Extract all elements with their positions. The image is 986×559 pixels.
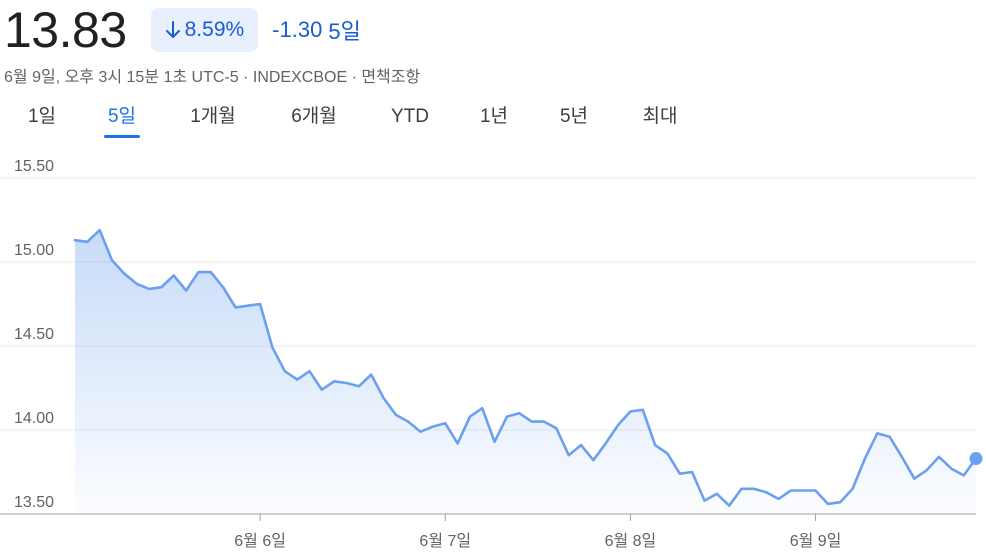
current-price: 13.83 xyxy=(4,2,127,58)
x-tick-label: 6월 9일 xyxy=(790,532,842,550)
price-chart-svg[interactable]: 15.50 15.00 14.50 14.00 13.50 6월 6일 6월 7일 6월 8… xyxy=(0,150,986,554)
y-tick-label: 13.50 xyxy=(14,494,54,511)
y-tick-label: 15.50 xyxy=(14,158,54,175)
price-chart[interactable]: 15.50 15.00 14.50 14.00 13.50 6월 6일 6월 7일 6월 8… xyxy=(0,150,986,554)
range-tabs: 1일 5일 1개월 6개월 YTD 1년 5년 최대 xyxy=(0,100,986,140)
quote-header: 13.83 8.59% -1.30 5일 xyxy=(4,2,361,58)
x-tick-label: 6월 8일 xyxy=(605,532,657,550)
percent-change-value: 8.59% xyxy=(184,18,245,41)
tab-6-months[interactable]: 6개월 xyxy=(291,106,337,127)
change-period-label: 5일 xyxy=(328,19,361,44)
active-tab-indicator xyxy=(104,135,140,138)
tab-5-years[interactable]: 5년 xyxy=(559,106,589,127)
tab-ytd[interactable]: YTD xyxy=(391,106,429,127)
y-tick-label: 14.50 xyxy=(14,326,54,343)
x-tick-label: 6월 6일 xyxy=(234,532,286,550)
x-tick-label: 6월 7일 xyxy=(419,532,471,550)
tab-1-month[interactable]: 1개월 xyxy=(190,106,236,127)
price-area-fill xyxy=(75,230,976,514)
price-line xyxy=(73,228,978,507)
y-tick-label: 14.00 xyxy=(14,410,54,427)
arrow-down-icon xyxy=(165,21,180,38)
tab-1-year[interactable]: 1년 xyxy=(479,106,509,127)
percent-change-badge: 8.59% xyxy=(150,8,259,52)
y-tick-label: 15.00 xyxy=(14,242,54,259)
tab-1-day[interactable]: 1일 xyxy=(27,106,57,127)
quote-meta-line: 6월 9일, 오후 3시 15분 1초 UTC-5 · INDEXCBOE · … xyxy=(4,69,421,86)
tab-5-days[interactable]: 5일 xyxy=(104,100,140,138)
tab-max[interactable]: 최대 xyxy=(642,106,678,127)
latest-price-point[interactable] xyxy=(969,452,983,466)
absolute-change-value: -1.30 xyxy=(272,17,323,42)
